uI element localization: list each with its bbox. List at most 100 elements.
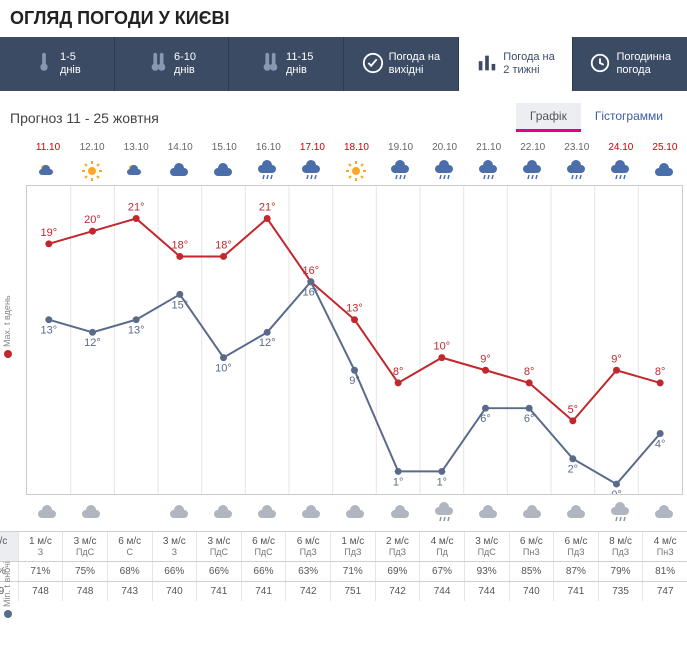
humidity-row: 69%71%75%68%66%66%66%63%71%69%67%93%85%8… — [0, 561, 687, 581]
tab-5[interactable]: Погодиннапогода — [573, 37, 687, 91]
ncloud-icon — [643, 499, 687, 527]
svg-text:12°: 12° — [84, 337, 101, 349]
rain-icon — [379, 157, 423, 185]
svg-text:18°: 18° — [172, 240, 189, 252]
rain-icon — [467, 157, 511, 185]
date-cell: 23.10 — [555, 138, 599, 157]
data-cell: 79% — [599, 562, 644, 581]
svg-text:13°: 13° — [128, 325, 145, 337]
page-title: ОГЛЯД ПОГОДИ У КИЄВІ — [0, 0, 687, 37]
ncloud-icon — [158, 499, 202, 527]
subtab-0[interactable]: Графік — [516, 103, 581, 132]
svg-text:19°: 19° — [41, 227, 58, 239]
data-cell: 6 м/сПдС — [242, 532, 287, 561]
data-cell: 3 м/сПдС — [197, 532, 242, 561]
tab-1[interactable]: 6-10днів — [115, 37, 230, 91]
date-cell: 13.10 — [114, 138, 158, 157]
svg-text:1°: 1° — [437, 476, 448, 488]
svg-text:8°: 8° — [393, 366, 404, 378]
data-cell: 740 — [510, 582, 555, 601]
data-cell: 751 — [331, 582, 376, 601]
data-cell: 740 — [153, 582, 198, 601]
pcloud-icon — [26, 157, 70, 185]
data-cell: 3 м/сПдС — [465, 532, 510, 561]
tab-label: 11-15днів — [286, 51, 313, 77]
svg-text:13°: 13° — [346, 303, 363, 315]
data-cell: 6 м/сС — [108, 532, 153, 561]
ylabel-max: Max. t вдень — [2, 295, 12, 358]
svg-text:4°: 4° — [655, 438, 666, 450]
tab-4[interactable]: Погода на2 тижні — [459, 37, 574, 91]
rain-icon — [246, 157, 290, 185]
date-cell: 24.10 — [599, 138, 643, 157]
ncloud-icon — [555, 499, 599, 527]
date-cell: 20.10 — [423, 138, 467, 157]
cloud-icon — [202, 157, 246, 185]
svg-text:20°: 20° — [84, 214, 101, 226]
svg-text:12°: 12° — [259, 337, 276, 349]
wind-row: 2 м/сС1 м/сЗ3 м/сПдС6 м/сС3 м/сЗ3 м/сПдС… — [0, 531, 687, 561]
therm2-icon — [259, 52, 281, 77]
svg-text:16°: 16° — [303, 265, 320, 277]
data-cell: 747 — [643, 582, 687, 601]
moon-icon — [114, 499, 158, 527]
bars-icon — [476, 52, 498, 77]
forecast-subtitle: Прогноз 11 - 25 жовтня — [10, 110, 159, 126]
clock-icon — [589, 52, 611, 77]
subtab-1[interactable]: Гістограмми — [581, 103, 677, 132]
svg-text:5°: 5° — [568, 404, 579, 416]
data-cell: 3 м/сПдС — [63, 532, 108, 561]
nrain-icon — [423, 499, 467, 527]
svg-text:13°: 13° — [41, 325, 58, 337]
tab-0[interactable]: 1-5днів — [0, 37, 115, 91]
ncloud-icon — [334, 499, 378, 527]
ncloud-icon — [379, 499, 423, 527]
data-cell: 67% — [420, 562, 465, 581]
data-cell: 1 м/сЗ — [19, 532, 64, 561]
data-cell: 6 м/сПдЗ — [286, 532, 331, 561]
date-row: 11.1012.1013.1014.1015.1016.1017.1018.10… — [26, 138, 687, 157]
ncloud-icon — [511, 499, 555, 527]
rain-icon — [555, 157, 599, 185]
data-cell: 69% — [376, 562, 421, 581]
data-cell: 735 — [599, 582, 644, 601]
main-tabs: 1-5днів 6-10днів 11-15днів Погода навихідні… — [0, 37, 687, 91]
svg-text:1°: 1° — [393, 476, 404, 488]
data-cell: 93% — [465, 562, 510, 581]
svg-text:21°: 21° — [259, 202, 276, 214]
svg-text:9°: 9° — [349, 375, 360, 387]
date-cell: 11.10 — [26, 138, 70, 157]
data-cell: 4 м/сПд — [420, 532, 465, 561]
svg-text:2°: 2° — [568, 464, 579, 476]
svg-text:8°: 8° — [524, 366, 535, 378]
data-cell: 742 — [376, 582, 421, 601]
rain-icon — [423, 157, 467, 185]
data-cell: 87% — [554, 562, 599, 581]
sun-icon — [334, 157, 378, 185]
data-cell: 742 — [286, 582, 331, 601]
data-cell: 741 — [554, 582, 599, 601]
data-cell: 66% — [242, 562, 287, 581]
tab-label: 6-10днів — [174, 51, 196, 77]
data-cell: 748 — [19, 582, 64, 601]
ncloud-icon — [290, 499, 334, 527]
svg-text:9°: 9° — [611, 353, 622, 365]
data-cell: 3 м/сЗ — [153, 532, 198, 561]
data-cell: 2 м/сС — [0, 532, 19, 561]
svg-text:10°: 10° — [434, 341, 451, 353]
data-cell: 743 — [108, 582, 153, 601]
pressure-row: 7497487487437407417417427517427447447407… — [0, 581, 687, 601]
date-cell: 19.10 — [379, 138, 423, 157]
svg-text:18°: 18° — [215, 240, 232, 252]
therm2-icon — [147, 52, 169, 77]
tab-3[interactable]: Погода навихідні — [344, 37, 459, 91]
date-cell: 18.10 — [334, 138, 378, 157]
svg-text:15°: 15° — [172, 299, 189, 311]
data-cell: 66% — [197, 562, 242, 581]
ncloud-icon — [202, 499, 246, 527]
data-cell: 81% — [643, 562, 687, 581]
therm1-icon — [33, 52, 55, 77]
data-cell: 6 м/сПнЗ — [510, 532, 555, 561]
view-switcher: ГрафікГістограмми — [516, 103, 677, 132]
tab-2[interactable]: 11-15днів — [229, 37, 344, 91]
